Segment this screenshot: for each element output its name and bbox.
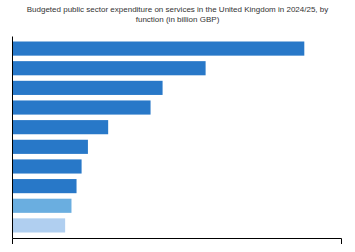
bars (12, 42, 304, 233)
title: Budgeted public sector expenditure on se… (27, 5, 329, 24)
bar (12, 199, 71, 213)
bar (12, 159, 82, 173)
title-line: function (in billion GBP) (136, 15, 220, 24)
plot (12, 37, 342, 245)
bar (12, 81, 163, 95)
chart: Budgeted public sector expenditure on se… (0, 0, 355, 252)
x-axis-line (13, 239, 342, 245)
title-line: Budgeted public sector expenditure on se… (27, 5, 329, 14)
bar (12, 179, 77, 193)
bar (12, 120, 108, 134)
bar (12, 42, 304, 56)
x-axis (13, 239, 342, 245)
bar (12, 140, 88, 154)
bar (12, 100, 151, 114)
bar (12, 61, 206, 75)
bar (12, 218, 65, 232)
y-axis (12, 37, 14, 239)
y-axis-line (12, 37, 13, 239)
